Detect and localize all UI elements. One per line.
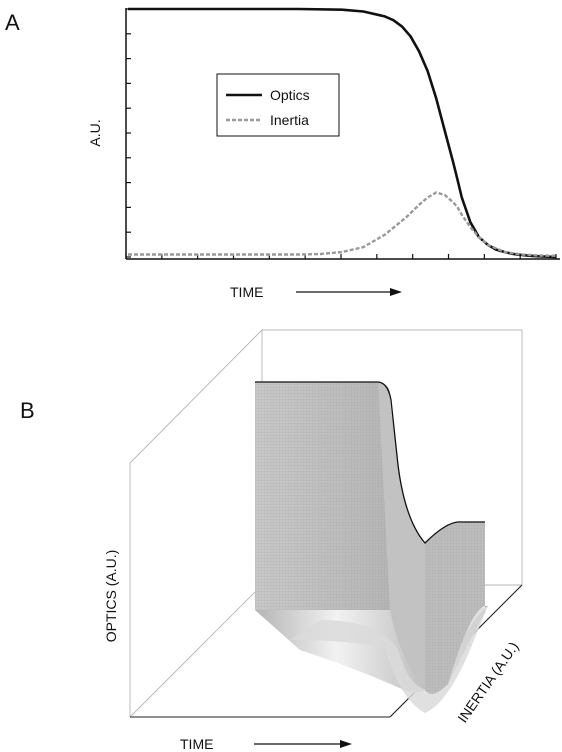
- panel-a-y-axis-label: A.U.: [87, 119, 103, 146]
- panel-a-label: A: [5, 10, 20, 35]
- panel-b-surface-plot: OPTICS (A.U.) INERTIA (A.U.) TIME: [103, 329, 523, 752]
- panel-b-time-arrow-icon: [254, 740, 352, 748]
- panel-a-time-arrow-icon: [296, 288, 402, 296]
- panel-b-surface-plateau-mesh: [255, 382, 390, 610]
- panel-a-legend: Optics Inertia: [216, 73, 340, 137]
- legend-label-inertia: Inertia: [270, 112, 309, 128]
- panel-b-surface-slope: [378, 382, 425, 690]
- panel-b-surface-crest: [255, 381, 485, 544]
- panel-b-y-axis-label: OPTICS (A.U.): [103, 550, 119, 643]
- legend-label-optics: Optics: [270, 87, 310, 103]
- panel-a-x-axis-label: TIME: [230, 284, 263, 300]
- series-line-inertia: [128, 191, 557, 257]
- panel-b-label: B: [20, 398, 35, 423]
- series-line-optics: [128, 7, 557, 259]
- panel-a-y-ticks: [126, 8, 131, 258]
- legend-box: [216, 73, 340, 137]
- panel-b-surface-shoulder-mesh: [425, 521, 485, 694]
- panel-a-line-chart: A.U. Optics Inertia TIME: [87, 7, 560, 300]
- panel-a-x-ticks: [125, 254, 557, 259]
- panel-b-x-axis-label: TIME: [180, 736, 213, 752]
